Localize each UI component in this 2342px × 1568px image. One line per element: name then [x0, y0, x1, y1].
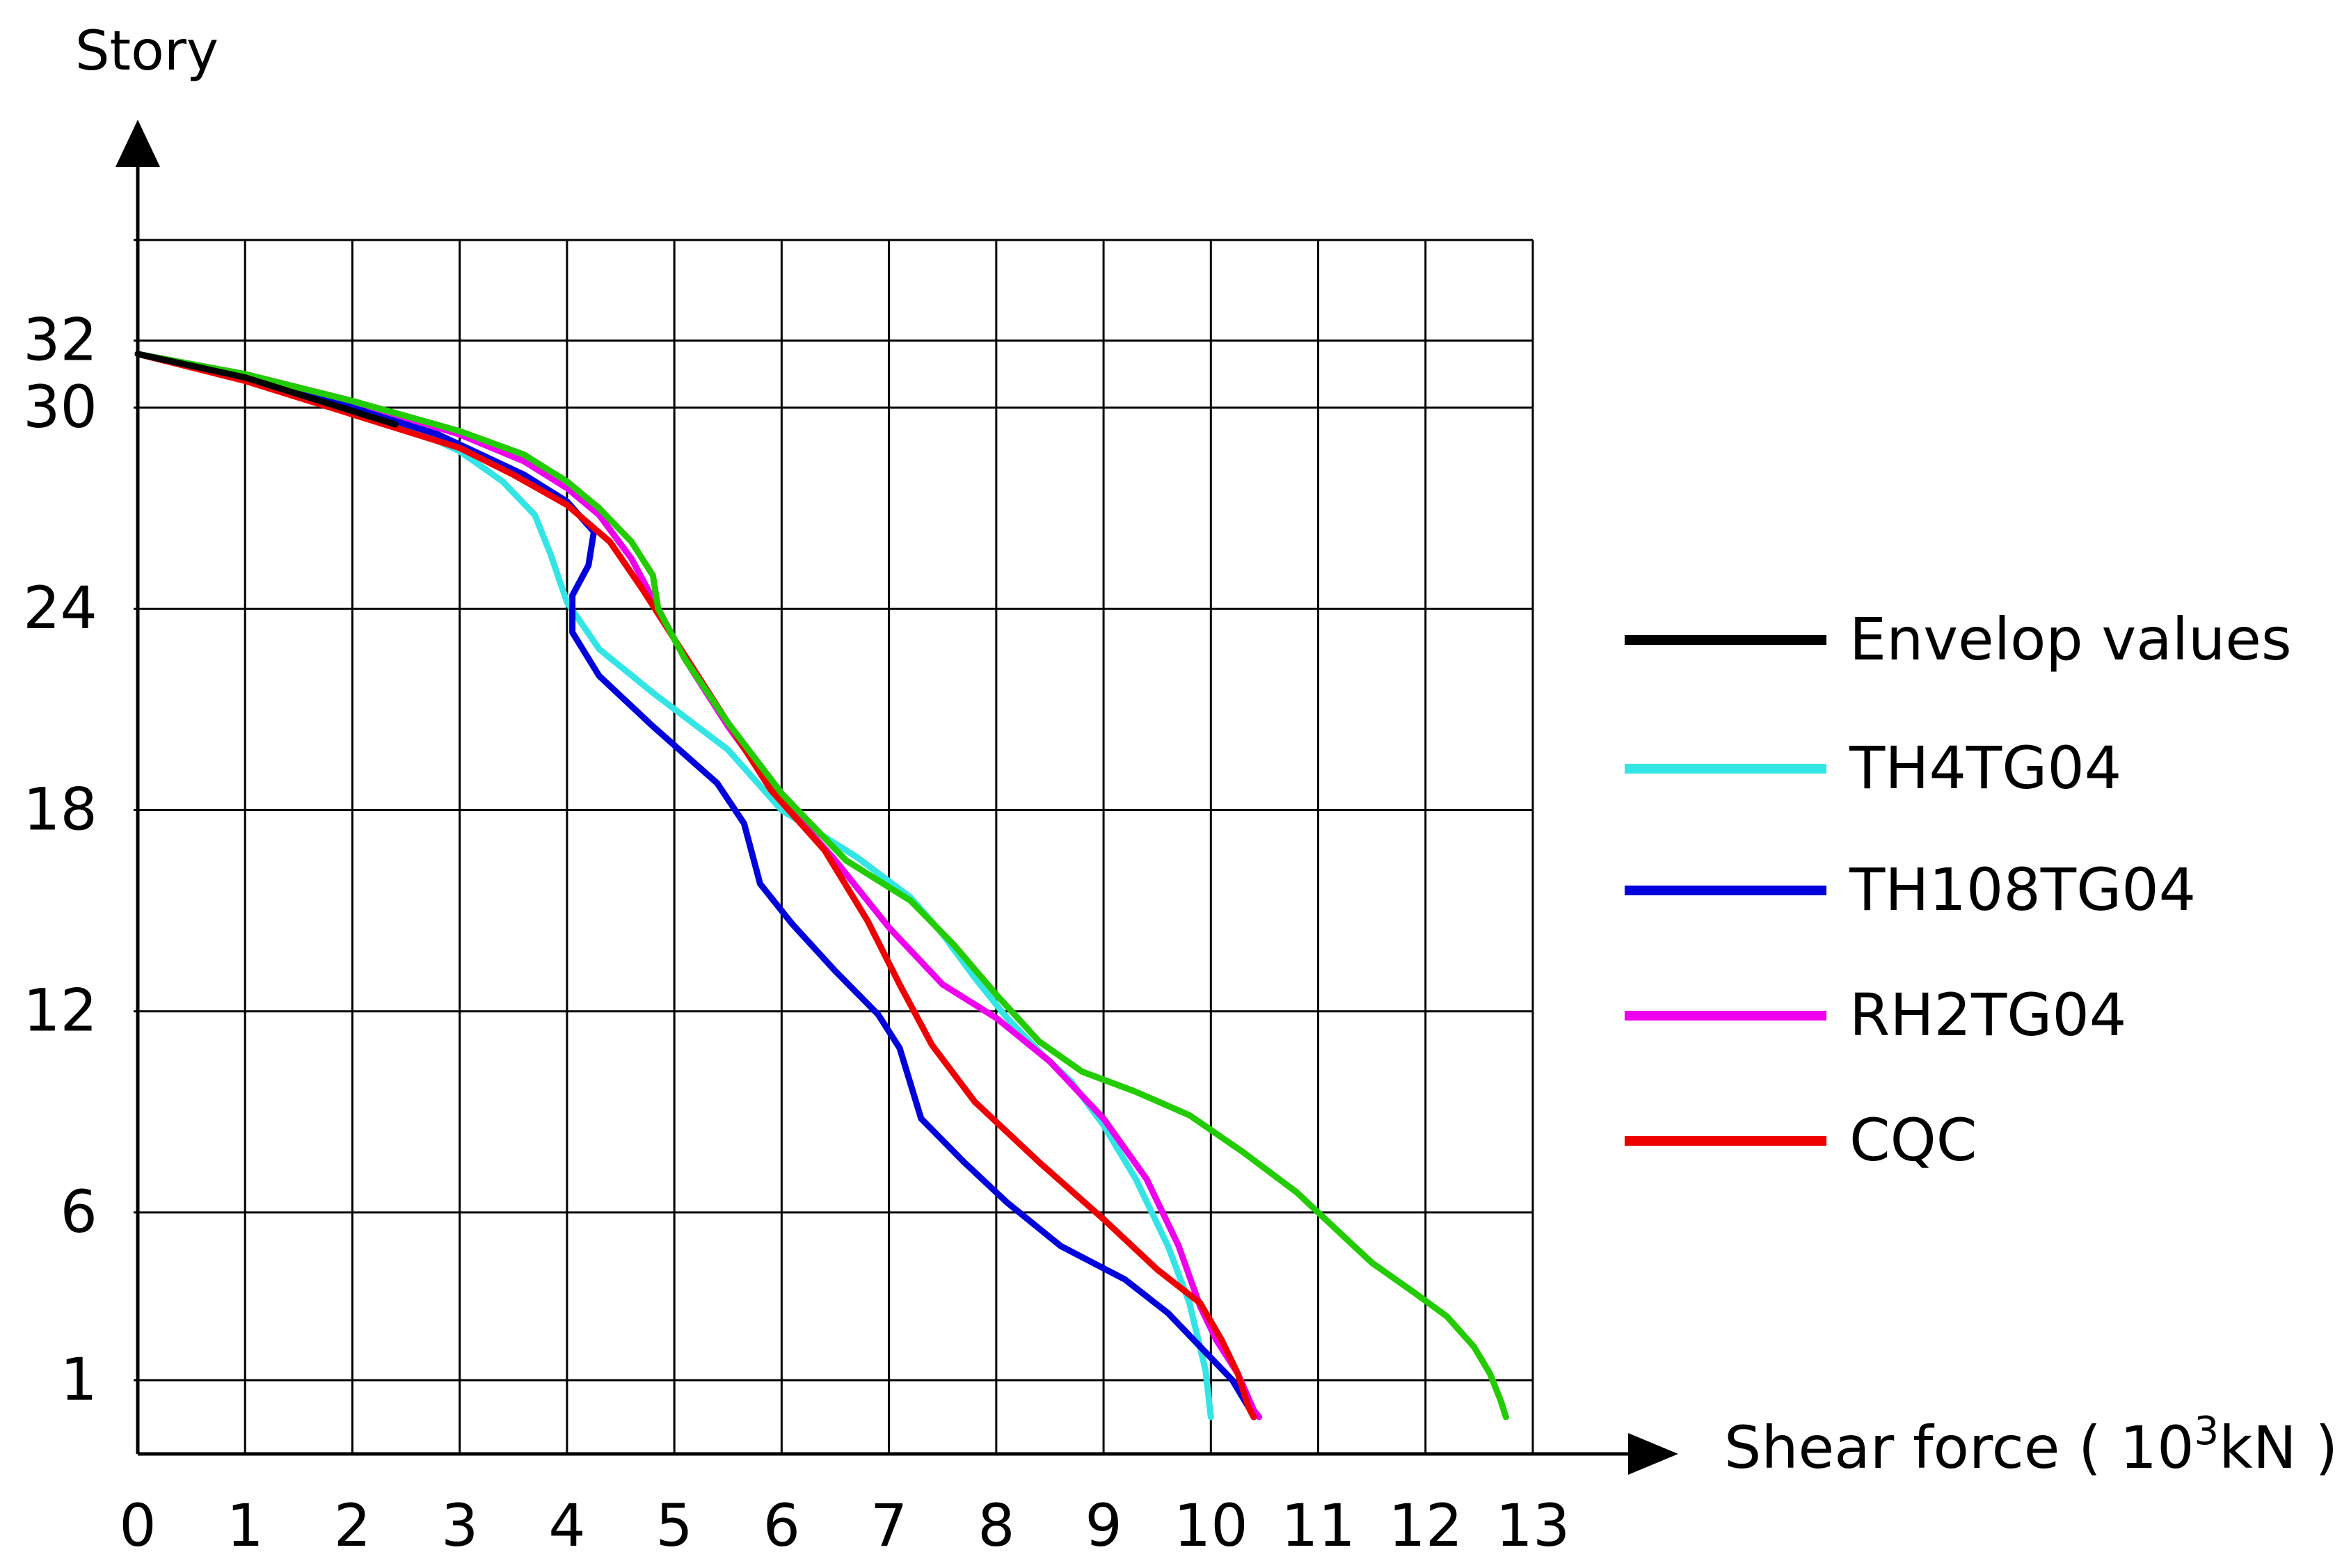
x-tick-label-1: 1 — [227, 1491, 264, 1560]
legend-label-rh2tg04: RH2TG04 — [1849, 981, 2126, 1049]
y-tick-label-32: 32 — [23, 306, 97, 374]
x-axis-label: Shear force ( 103kN ) — [1724, 1409, 2338, 1482]
y-tick-label-6: 6 — [61, 1178, 97, 1246]
x-tick-label-0: 0 — [119, 1491, 156, 1560]
x-tick-label-11: 11 — [1281, 1491, 1355, 1560]
x-tick-label-8: 8 — [978, 1491, 1014, 1560]
x-axis-arrow — [1628, 1433, 1678, 1475]
x-tick-label-10: 10 — [1174, 1491, 1248, 1560]
series-lines — [134, 351, 1509, 1421]
series-line-cqc — [134, 351, 1257, 1421]
legend-label-th4tg04: TH4TG04 — [1849, 734, 2121, 802]
legend-label-th108tg04: TH108TG04 — [1849, 856, 2196, 924]
series-line-rh2tg04 — [134, 351, 1263, 1421]
series-line-unlabeled-green — [134, 351, 1509, 1421]
x-tick-label-3: 3 — [441, 1491, 478, 1560]
x-tick-label-2: 2 — [334, 1491, 371, 1560]
y-tick-label-24: 24 — [23, 574, 97, 642]
x-tick-label-7: 7 — [870, 1491, 907, 1560]
series-line-th108tg04 — [134, 351, 1257, 1421]
y-tick-label-18: 18 — [23, 775, 97, 843]
legend-label-envelop-values: Envelop values — [1849, 605, 2292, 673]
y-axis-label: Story — [75, 20, 218, 83]
grid — [134, 239, 1534, 1454]
legend: Envelop values TH4TG04 TH108TG04 RH2TG04 CQC — [1625, 605, 2292, 1174]
x-tick-label-9: 9 — [1085, 1491, 1122, 1560]
y-axis-arrow — [115, 120, 160, 167]
x-tick-label-4: 4 — [548, 1491, 585, 1560]
x-axis-label-superscript: 3 — [2194, 1409, 2220, 1454]
legend-label-cqc: CQC — [1849, 1106, 1977, 1174]
x-tick-label-6: 6 — [763, 1491, 800, 1560]
x-tick-label-5: 5 — [655, 1491, 692, 1560]
series-line-envelop-values — [134, 351, 399, 428]
x-axis-label-unit: kN ) — [2219, 1414, 2338, 1482]
y-tick-label-12: 12 — [23, 977, 97, 1045]
x-tick-label-12: 12 — [1388, 1491, 1463, 1560]
y-tick-label-1: 1 — [61, 1345, 97, 1414]
x-tick-label-13: 13 — [1496, 1491, 1570, 1560]
axes — [115, 120, 1678, 1475]
x-axis-label-main: Shear force ( 10 — [1724, 1414, 2194, 1482]
y-tick-label-30: 30 — [23, 373, 97, 441]
